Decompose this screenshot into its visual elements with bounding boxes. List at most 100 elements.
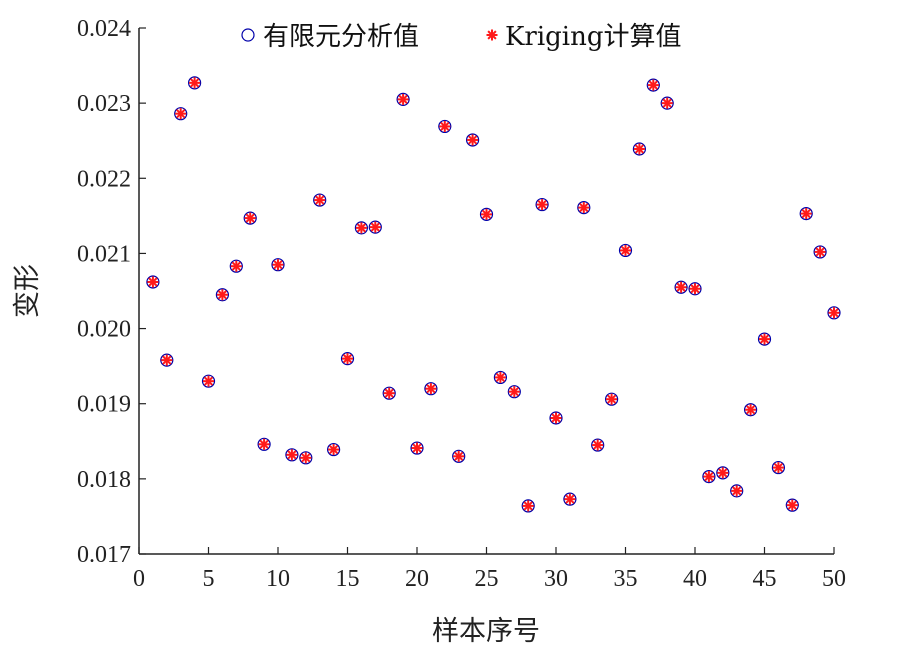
y-tick-label: 0.020 <box>77 317 131 343</box>
y-tick-label: 0.022 <box>77 166 131 192</box>
kriging-point <box>745 404 757 416</box>
legend-label-fem: 有限元分析值 <box>263 22 419 52</box>
x-tick-label: 5 <box>203 566 215 592</box>
axis-ticks: 0 5 10 15 20 25 30 35 40 45 50 0.017 0.018 0.019 0.020… <box>77 16 846 592</box>
kriging-point <box>786 499 798 511</box>
kriging-point <box>203 375 214 387</box>
fem-point <box>479 207 494 221</box>
fem-point <box>257 437 271 451</box>
kriging-point <box>286 449 298 461</box>
x-tick-label: 40 <box>683 566 707 592</box>
legend-asterisk-glyph <box>486 29 498 41</box>
fem-point <box>618 243 633 258</box>
kriging-point <box>814 246 826 258</box>
kriging-point <box>175 108 187 120</box>
kriging-point <box>675 281 687 293</box>
kriging-point <box>647 79 659 91</box>
fem-point <box>299 451 313 465</box>
y-tick-label: 0.017 <box>77 542 131 568</box>
fem-point <box>188 76 202 90</box>
legend-marker-circle <box>241 28 255 42</box>
kriging-point <box>342 353 353 365</box>
y-tick-label: 0.018 <box>77 467 131 493</box>
kriging-point <box>550 412 562 424</box>
kriging-point <box>230 260 242 272</box>
kriging-point <box>216 289 228 301</box>
legend-label-kriging: Kriging计算值 <box>505 22 682 52</box>
fem-point <box>340 352 355 366</box>
kriging-point <box>717 467 729 479</box>
fem-point <box>563 492 577 506</box>
fem-point <box>174 107 188 121</box>
fem-point <box>493 370 507 385</box>
kriging-point <box>731 485 743 497</box>
fem-point <box>716 466 730 480</box>
y-tick-label: 0.024 <box>77 16 131 42</box>
legend: 有限元分析值 Kriging计算值 <box>241 22 682 52</box>
fem-point <box>785 498 799 512</box>
fem-point <box>285 448 299 462</box>
kriging-point <box>800 208 812 220</box>
fem-point <box>813 245 827 259</box>
kriging-point <box>772 462 784 474</box>
kriging-point <box>383 387 395 399</box>
y-tick-label: 0.019 <box>77 392 131 418</box>
kriging-point <box>411 442 423 454</box>
kriging-point <box>564 493 576 505</box>
kriging-point <box>161 354 173 366</box>
plot-area <box>138 28 834 555</box>
kriging-point <box>439 120 451 132</box>
kriging-point <box>494 371 506 383</box>
kriging-point <box>828 307 840 319</box>
kriging-point <box>620 244 631 256</box>
kriging-point <box>536 199 548 211</box>
fem-point <box>201 374 216 388</box>
kriging-point <box>453 450 465 462</box>
fem-point <box>591 438 605 452</box>
data-points <box>146 76 841 513</box>
fem-point <box>229 259 243 273</box>
kriging-point <box>481 208 492 220</box>
fem-point <box>146 275 160 289</box>
fem-point <box>549 411 563 425</box>
kriging-point <box>522 500 534 512</box>
kriging-point <box>355 222 367 234</box>
fem-point <box>452 449 466 463</box>
fem-point <box>160 353 174 367</box>
fem-point <box>827 306 841 320</box>
fem-point <box>466 133 480 147</box>
fem-point <box>521 499 535 513</box>
fem-point <box>424 382 438 396</box>
fem-point <box>577 200 591 215</box>
kriging-point <box>467 134 479 146</box>
kriging-point <box>272 259 284 271</box>
x-tick-label: 20 <box>405 566 429 592</box>
kriging-point <box>147 276 159 288</box>
x-tick-label: 35 <box>614 566 638 592</box>
fem-point <box>327 442 341 457</box>
y-tick-label: 0.023 <box>77 91 131 117</box>
fem-point <box>604 392 619 406</box>
kriging-point <box>314 194 326 206</box>
x-tick-label: 15 <box>336 566 360 592</box>
fem-point <box>646 78 660 92</box>
kriging-point <box>578 202 590 214</box>
kriging-point <box>189 77 201 89</box>
x-tick-label: 0 <box>133 566 145 592</box>
kriging-point <box>369 221 381 233</box>
kriging-point <box>244 212 256 224</box>
x-tick-label: 50 <box>822 566 846 592</box>
fem-point <box>771 460 786 475</box>
kriging-point <box>606 393 618 405</box>
x-tick-label: 25 <box>475 566 499 592</box>
kriging-point <box>328 444 340 456</box>
fem-point <box>757 332 772 346</box>
fem-point <box>215 288 229 302</box>
fem-point <box>660 96 674 110</box>
x-tick-label: 45 <box>753 566 777 592</box>
fem-point <box>368 220 382 234</box>
x-tick-label: 30 <box>544 566 568 592</box>
fem-point <box>674 280 688 294</box>
y-tick-label: 0.021 <box>77 241 131 267</box>
kriging-point <box>633 143 645 155</box>
